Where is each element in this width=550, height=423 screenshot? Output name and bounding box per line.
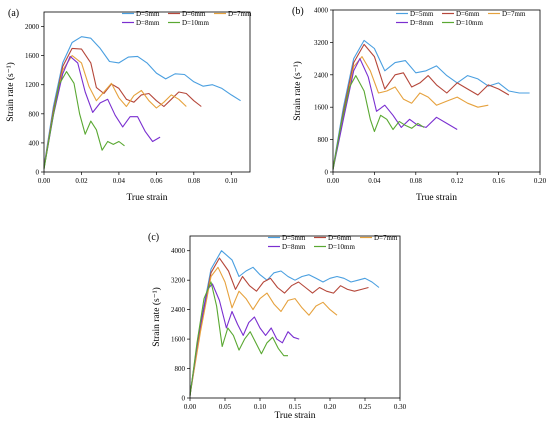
chart-a-legend-entry: D=5mm	[136, 10, 160, 18]
chart-c-y-tick-label: 2400	[171, 306, 186, 314]
chart-b-y-tick-label: 1600	[314, 104, 329, 112]
chart-a-y-tick-label: 800	[29, 110, 40, 118]
chart-c-y-axis-label: Strain rate (s⁻¹)	[151, 287, 162, 347]
chart-a-legend-entry: D=7mm	[228, 10, 252, 18]
chart-c-x-tick-label: 0.05	[219, 403, 232, 411]
chart-c-y-tick-label: 3200	[171, 277, 186, 285]
chart-a-x-tick-label: 0.06	[150, 177, 163, 185]
chart-c-series-line-d7mm	[189, 266, 338, 396]
chart-a-legend-entry: D=6mm	[182, 10, 206, 18]
chart-b-series-line-d6mm	[332, 43, 510, 169]
chart-a-x-tick-label: 0.10	[225, 177, 238, 185]
chart-c-x-tick-label: 0.00	[184, 403, 197, 411]
chart-a-series-line-d5mm	[43, 36, 241, 167]
chart-b-series-line-d8mm	[332, 58, 458, 170]
chart-b-plot-frame	[332, 9, 541, 173]
chart-c-series-line-d10mm	[189, 281, 288, 397]
chart-a-y-tick-label: 0	[36, 169, 40, 177]
chart-c-series-line-d5mm	[189, 250, 380, 395]
chart-a-series-line-d8mm	[43, 55, 161, 169]
chart-a-series-line-d7mm	[43, 55, 187, 168]
chart-a-x-tick-label: 0.02	[75, 177, 88, 185]
chart-b-series-line-d7mm	[332, 56, 489, 169]
chart-b-legend-entry: D=7mm	[502, 10, 526, 18]
chart-b-x-tick-label: 0.16	[492, 177, 505, 185]
chart-a-panel-label: (a)	[8, 8, 19, 19]
chart-b-y-tick-label: 3200	[314, 39, 329, 47]
chart-c-legend-entry: D=7mm	[374, 234, 398, 242]
chart-b-legend-entry: D=10mm	[456, 19, 483, 27]
chart-c-series-line-d8mm	[189, 283, 300, 396]
chart-a-y-tick-label: 2000	[25, 23, 40, 31]
chart-a-x-axis-label: True strain	[126, 193, 167, 203]
chart-b-x-tick-label: 0.04	[368, 177, 381, 185]
chart-b-x-tick-label: 0.12	[451, 177, 464, 185]
chart-b-legend-entry: D=6mm	[456, 10, 480, 18]
chart-b-x-axis-label: True strain	[416, 193, 457, 203]
chart-c-y-tick-label: 800	[175, 365, 186, 373]
chart-c-legend-entry: D=8mm	[282, 243, 306, 251]
chart-c-x-tick-label: 0.15	[289, 403, 302, 411]
chart-a-y-axis-label: Strain rate (s⁻¹)	[5, 62, 16, 122]
chart-b-y-tick-label: 2400	[314, 71, 329, 79]
chart-c-legend-entry: D=6mm	[328, 234, 352, 242]
chart-c-y-tick-label: 0	[182, 395, 186, 403]
chart-c-y-tick-label: 4000	[171, 247, 186, 255]
chart-b-panel-label: (b)	[292, 6, 304, 17]
chart-c-legend-entry: D=5mm	[282, 234, 306, 242]
chart-c-legend-entry: D=10mm	[328, 243, 355, 251]
chart-c-legend: D=5mm D=6mm D=7mm D=8mm D=10mm	[268, 234, 398, 251]
chart-b-x-tick-label: 0.00	[327, 177, 340, 185]
chart-c-series-line-d6mm	[189, 257, 369, 396]
chart-b-series-line-d5mm	[332, 39, 530, 168]
chart-a-y-tick-label: 1600	[25, 52, 40, 60]
chart-a-x-tick-label: 0.08	[188, 177, 201, 185]
chart-a-series-line-d10mm	[43, 71, 125, 170]
chart-a-y-tick-label: 400	[29, 139, 40, 147]
chart-a-legend-entry: D=8mm	[136, 19, 160, 27]
chart-a-series-line-d6mm	[43, 47, 202, 168]
chart-c-panel-label: (c)	[148, 232, 159, 243]
chart-b-legend-entry: D=8mm	[410, 19, 434, 27]
chart-c-x-tick-label: 0.30	[394, 403, 407, 411]
chart-b-y-tick-label: 0	[325, 169, 329, 177]
chart-a-x-tick-label: 0.00	[38, 177, 51, 185]
chart-a-legend-entry: D=10mm	[182, 19, 209, 27]
chart-b-legend: D=5mm D=6mm D=7mm D=8mm D=10mm	[396, 10, 526, 27]
chart-panel-a: (a) 0.00 0.02 0.04 0.06 0.08 0.10 0 400 800 1200 16…	[5, 8, 252, 203]
chart-c-x-tick-label: 0.25	[359, 403, 372, 411]
chart-a-x-tick-label: 0.04	[113, 177, 126, 185]
chart-b-series-line-d10mm	[332, 75, 425, 170]
chart-b-x-tick-label: 0.20	[534, 177, 547, 185]
chart-b-y-tick-label: 4000	[314, 7, 329, 15]
chart-b-legend-entry: D=5mm	[410, 10, 434, 18]
chart-c-x-tick-label: 0.10	[254, 403, 267, 411]
chart-c-x-axis-label: True strain	[274, 411, 315, 421]
chart-b-x-tick-label: 0.08	[410, 177, 423, 185]
chart-a-plot-frame	[43, 11, 251, 173]
chart-a-legend: D=5mm D=6mm D=7mm D=8mm D=10mm	[122, 10, 252, 27]
chart-a-y-tick-label: 1200	[25, 81, 40, 89]
chart-c-x-tick-label: 0.20	[324, 403, 337, 411]
chart-c-y-tick-label: 1600	[171, 336, 186, 344]
chart-panel-b: (b) 0.00 0.04 0.08 0.12 0.16 0.20 0 800 1600 2400 3…	[292, 6, 547, 203]
chart-b-y-tick-label: 800	[318, 136, 329, 144]
chart-b-y-axis-label: Strain rate (s⁻¹)	[292, 61, 303, 121]
chart-panel-c: (c) 0.00 0.05 0.10 0.15 0.20 0.25 0.30 0 800 1600 2…	[148, 232, 407, 421]
